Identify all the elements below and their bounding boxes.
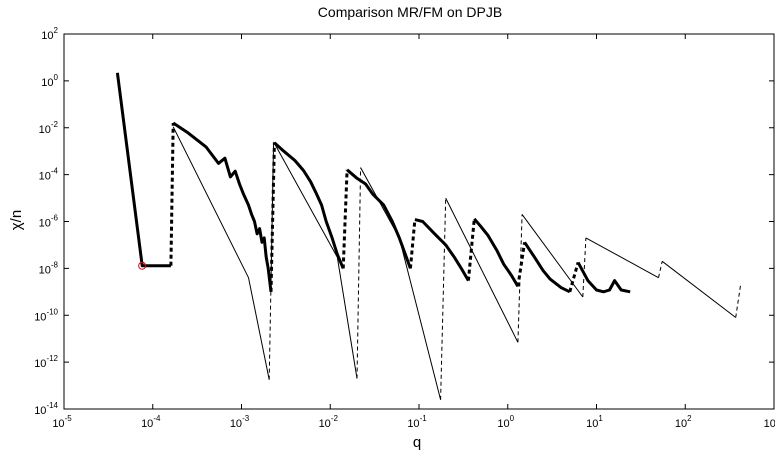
start-point-marker	[138, 261, 147, 270]
mr-series-segment	[172, 121, 273, 292]
mr-series-jump	[516, 242, 527, 287]
mr-series-segment	[115, 72, 171, 268]
fm-series-jump	[517, 214, 523, 343]
mr-series-jump	[568, 261, 580, 293]
y-tick-label: 10-4	[39, 167, 59, 183]
y-tick-label: 10-2	[39, 120, 59, 136]
fm-series-segment	[273, 141, 358, 379]
mr-series-segment	[273, 141, 345, 269]
fm-series-jump	[735, 284, 742, 318]
y-tick-label: 10-10	[34, 307, 58, 323]
fm-series-jump	[658, 261, 663, 278]
fm-series-jump	[356, 167, 362, 379]
x-tick-label: 10-3	[230, 414, 250, 430]
y-tick-label: 100	[41, 73, 58, 89]
chart-title: Comparison MR/FM on DPJB	[318, 4, 502, 20]
data-layer	[115, 72, 742, 400]
mr-series-segment	[346, 168, 412, 269]
mr-series-jump	[169, 122, 175, 266]
x-tick-label: 10-4	[141, 414, 161, 430]
fm-series-jump	[440, 198, 447, 400]
fm-series-segment	[172, 126, 270, 380]
mr-series-segment	[414, 218, 470, 282]
x-axis-label: q	[413, 434, 421, 451]
mr-series-segment	[523, 241, 571, 294]
fm-series-segment	[521, 214, 584, 298]
mr-series-jump	[408, 219, 417, 269]
fm-series-jump	[268, 141, 275, 380]
mr-series-segment	[576, 261, 631, 294]
axis-ticks: 10-5 10-4 10-3 10-2 10-1 100 101 102 103 10-14 10-…	[34, 26, 775, 430]
mr-series-segment	[473, 217, 520, 288]
y-axis-label: χ/n	[8, 210, 25, 230]
y-tick-label: 10-14	[34, 401, 58, 417]
y-tick-label: 10-8	[39, 260, 59, 276]
fm-series-segment	[661, 260, 737, 318]
fm-series-segment	[360, 167, 442, 400]
x-tick-label: 103	[764, 414, 775, 430]
fm-series-segment	[585, 237, 659, 279]
fm-series-segment	[445, 197, 519, 343]
x-tick-label: 10-1	[407, 414, 427, 430]
x-tick-label: 102	[675, 414, 692, 430]
y-tick-label: 10-12	[34, 354, 58, 370]
x-tick-label: 10-2	[319, 414, 339, 430]
x-tick-label: 10-5	[52, 414, 72, 430]
y-tick-label: 102	[41, 26, 58, 42]
x-tick-label: 100	[497, 414, 514, 430]
x-tick-label: 101	[586, 414, 603, 430]
fm-series-jump	[582, 237, 587, 298]
mr-series-jump	[341, 169, 349, 269]
y-tick-label: 10-6	[39, 214, 59, 230]
